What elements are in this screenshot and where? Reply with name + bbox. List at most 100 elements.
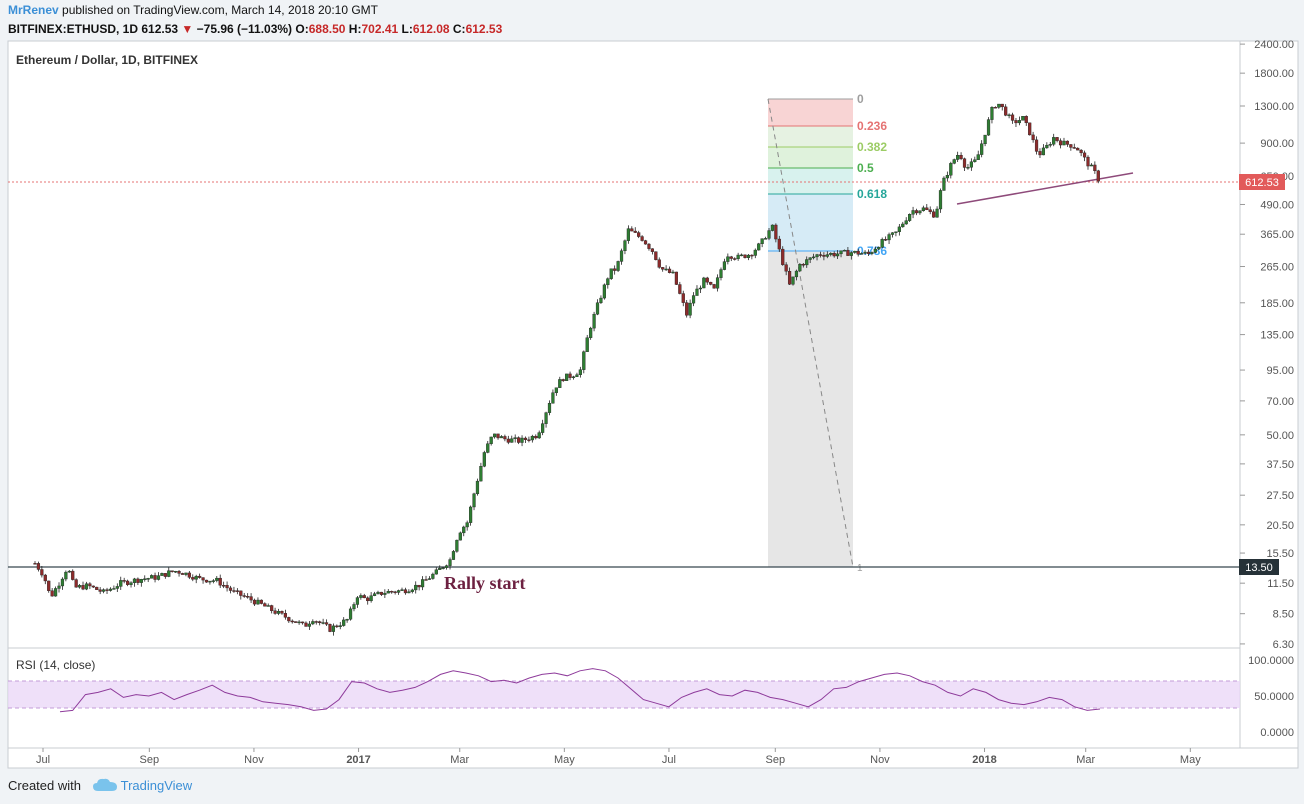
candle-body [366,597,370,602]
price-tick-label: 70.00 [1266,396,1294,408]
candle-body [842,249,847,252]
candle-body [1086,156,1090,167]
candle-body [84,583,89,590]
candle-body [1041,147,1046,156]
time-tick-label: Jul [36,754,50,766]
candle-body [527,439,531,441]
fib-trend-line[interactable] [767,98,854,568]
candle-body [191,577,195,580]
candle-body [530,435,534,441]
candle-body [112,588,116,590]
candle-body [287,617,291,622]
last-price-badge [1239,174,1285,190]
candle-body [890,232,895,235]
candle-body [801,264,805,266]
time-tick-label: 2017 [346,754,370,766]
price-tick-label: 265.00 [1260,262,1294,274]
candle-body [318,621,322,624]
candle-body [956,155,960,160]
candle-body [1004,106,1008,116]
candle-body [239,590,243,596]
candle-body [246,596,250,598]
candle-body [681,293,685,303]
candle-body [794,270,799,278]
candle-body [993,106,997,109]
candle-body [414,584,418,591]
candle-body [386,590,390,594]
candle-body [441,567,445,569]
open-label: O: [295,22,309,36]
candle-body [400,589,404,591]
down-arrow-icon: ▼ [181,22,194,36]
fib-zone-236 [768,126,853,147]
price-tick-label: 1800.00 [1254,68,1294,80]
candle-body [599,297,603,303]
candle-body [722,261,727,270]
candle-body [671,271,675,274]
candle-body [444,565,449,568]
candle-body [911,210,915,215]
price-tick-label: 900.00 [1260,138,1294,150]
candle-body [1031,134,1035,141]
candle-body [908,214,912,221]
time-axis[interactable] [7,747,1299,769]
candle-body [1082,152,1087,158]
candle-body [417,584,421,588]
tradingview-logo-icon[interactable] [92,778,117,795]
candle-body [705,277,709,283]
candle-body [424,579,428,581]
candle-body [472,493,476,508]
candle-body [839,250,843,255]
tradingview-link[interactable]: TradingView [120,778,193,793]
candle-body [815,254,819,258]
candle-body [479,466,483,482]
candle-body [582,351,586,370]
candle-body [571,376,576,378]
candle-body [1038,151,1042,156]
candle-body [95,586,99,590]
candle-body [328,624,332,632]
candle-body [211,580,215,582]
candle-body [390,590,394,593]
author-link[interactable]: MrRenev [8,3,59,17]
candle-body [637,232,641,237]
candle-body [290,620,294,623]
candle-body [383,592,387,595]
candle-body [228,587,233,591]
candle-body [750,254,754,257]
open-value: 688.50 [308,22,346,36]
candle-body [1028,122,1032,136]
rally-start-annotation: Rally start [444,573,525,593]
candle-body [657,259,661,268]
price-tick-label: 6.30 [1273,639,1294,651]
time-tick-label: Jul [662,754,676,766]
candle-body [132,578,137,583]
candle-body [664,268,668,271]
candle-body [866,251,871,254]
candle-body [836,253,840,257]
candle-body [1021,116,1025,121]
candle-body [650,248,654,252]
candle-body [551,392,555,404]
high-label: H: [348,22,362,36]
candle-body [91,585,95,588]
price-tick-label: 365.00 [1260,229,1294,241]
candle-body [420,579,425,588]
candle-body [1000,103,1004,108]
candle-body [767,230,771,239]
candle-body [887,234,891,241]
candle-body [829,253,833,255]
candle-body [935,208,939,218]
price-pane[interactable] [7,40,1241,649]
candle-body [729,256,733,259]
support-trendline[interactable] [956,172,1134,205]
rsi-tick-label: 0.0000 [1260,727,1294,739]
candle-body [348,608,353,620]
candle-body [952,159,956,164]
candle-body [493,433,497,438]
candle-body [541,423,545,433]
candle-body [482,452,486,467]
price-axis[interactable] [1239,40,1299,749]
candle-body [589,327,593,338]
